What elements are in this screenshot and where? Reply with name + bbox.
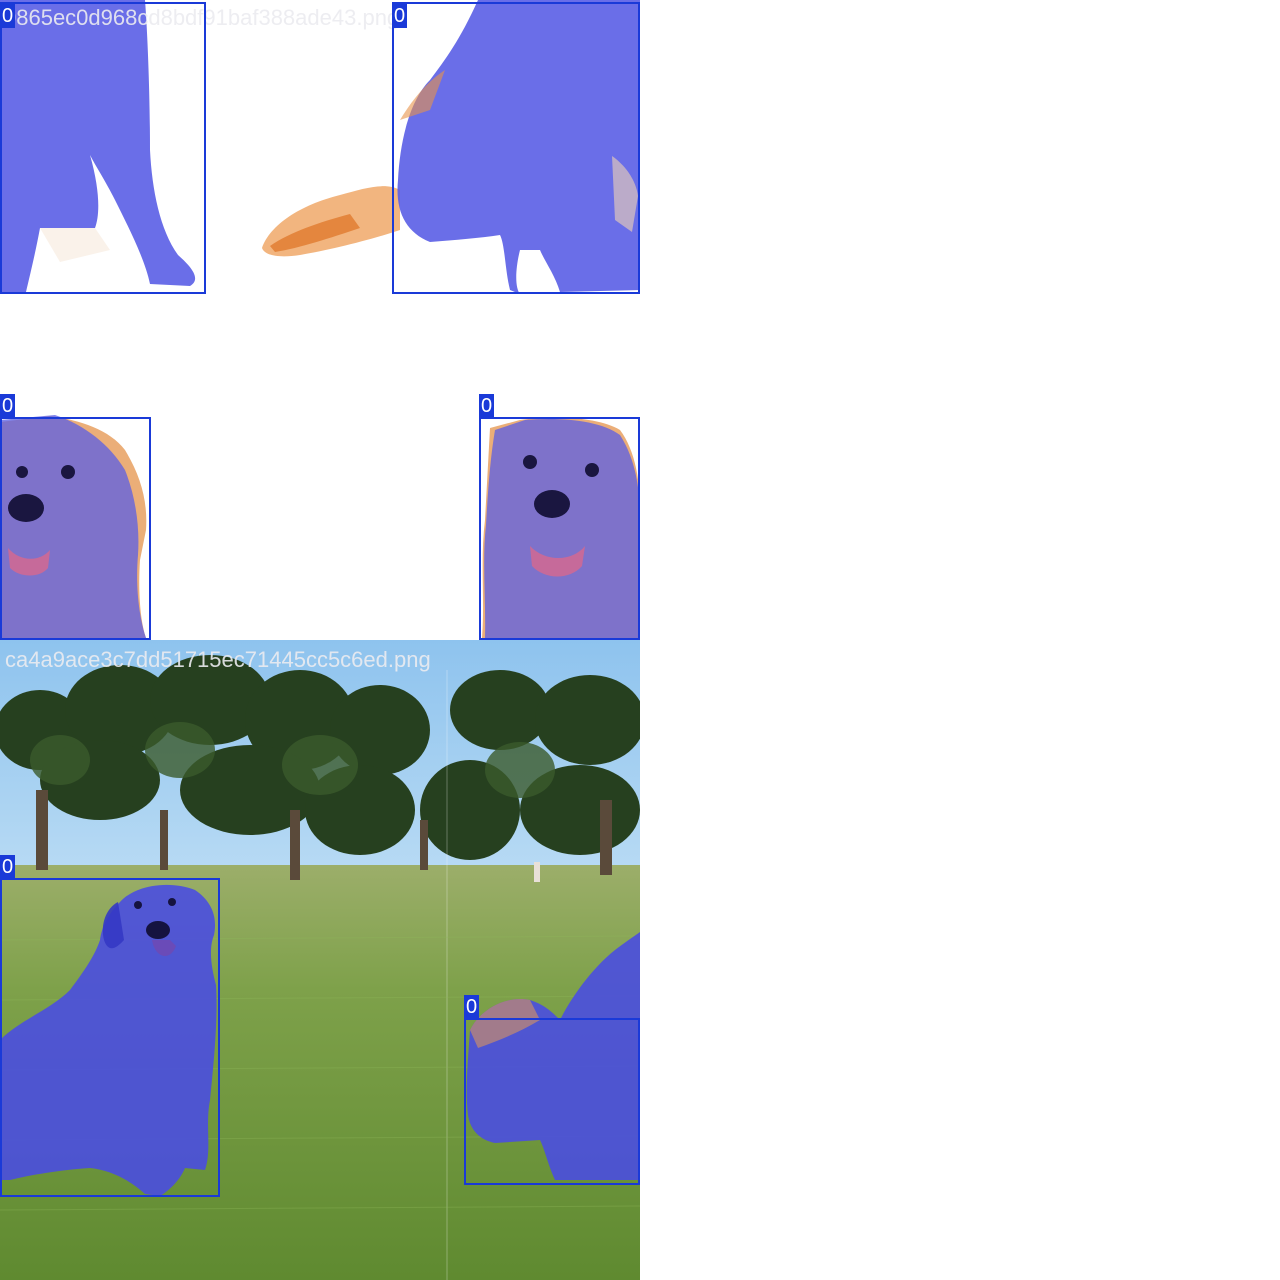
bbox-mid-right	[479, 417, 640, 640]
class-tag-mid-right: 0	[479, 394, 495, 418]
class-tag-bottom-left: 0	[0, 855, 16, 879]
class-tag-bottom-right: 0	[464, 995, 480, 1019]
bbox-top-left	[0, 2, 206, 294]
bbox-bottom-left	[0, 878, 220, 1197]
class-tag-mid-left: 0	[0, 394, 16, 418]
bottom-tile: ca4a9ace3c7dd51715ec71445cc5c6ed.png 0 0	[0, 640, 640, 1280]
bbox-top-right	[392, 2, 640, 294]
top-tile-image	[0, 0, 640, 294]
middle-tile-image	[0, 415, 640, 638]
image-mosaic: 0865ec0d968cd8bdf91baf388ade43.png 0 0 0…	[0, 0, 640, 1280]
middle-tile: 0 0	[0, 300, 640, 640]
class-tag-top-left: 0	[0, 4, 16, 28]
top-tile: 0865ec0d968cd8bdf91baf388ade43.png 0 0	[0, 0, 640, 300]
bbox-mid-left	[0, 417, 151, 640]
class-tag-top-right: 0	[392, 4, 408, 28]
bottom-tile-image	[0, 640, 640, 1280]
bbox-bottom-right	[464, 1018, 640, 1185]
